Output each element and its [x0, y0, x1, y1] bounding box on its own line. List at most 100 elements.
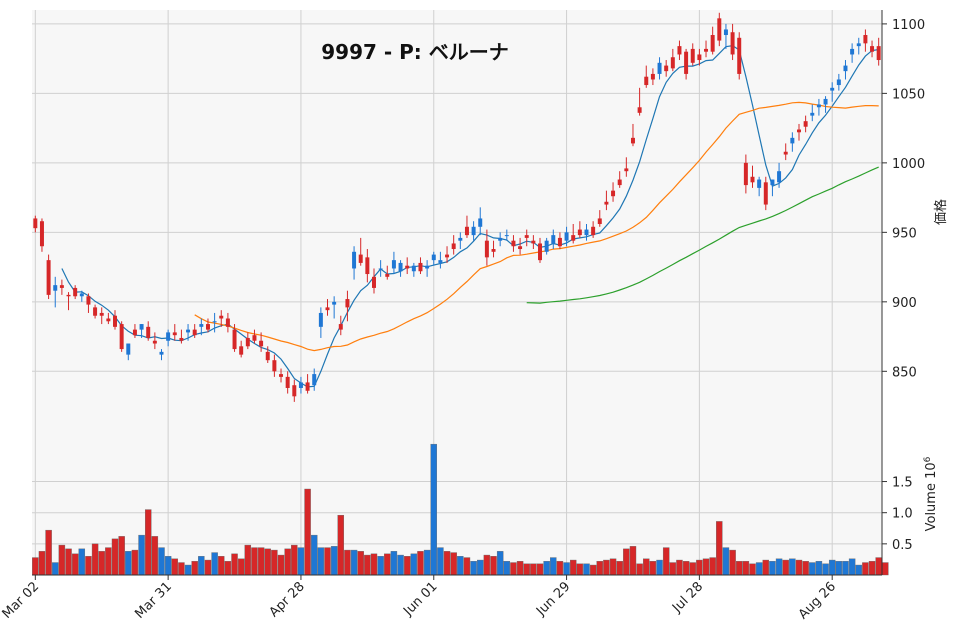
volume-bar [38, 551, 46, 576]
candle-body [518, 246, 523, 250]
volume-bar [257, 547, 265, 576]
volume-bar [144, 509, 152, 576]
candle-body [385, 274, 390, 277]
candle-body [471, 226, 476, 236]
volume-bar [483, 554, 491, 576]
volume-bar [696, 559, 703, 576]
candle-body [391, 260, 396, 269]
candle-body [557, 237, 562, 247]
volume-bar [417, 551, 424, 576]
candle-body [73, 287, 78, 297]
volume-bar [430, 443, 437, 576]
candle-body [199, 324, 204, 327]
x-tick-label: Jun 29 [533, 579, 573, 619]
volume-bar [71, 553, 79, 576]
candle-body [664, 65, 669, 72]
volume-bar [397, 554, 404, 576]
candle-body [79, 293, 84, 297]
candle-body [106, 318, 111, 322]
x-tick-label: Jun 01 [400, 579, 440, 619]
volume-bar [350, 549, 358, 576]
volume-bar [795, 559, 803, 576]
volume-bar [709, 557, 716, 576]
volume-bar [231, 553, 238, 576]
candle-body [405, 265, 410, 269]
volume-bar [576, 563, 584, 576]
candle-body [352, 251, 357, 269]
candles-layer [33, 12, 881, 402]
volume-bar [848, 558, 856, 576]
candle-body [438, 260, 443, 263]
chart-title: 9997 - P: ベルーナ [321, 40, 509, 64]
volume-bar [689, 562, 696, 576]
volume-bar [204, 559, 212, 576]
volume-bar [78, 548, 86, 576]
candle-body [298, 382, 303, 388]
candle-body [318, 312, 323, 327]
volume-bar [171, 558, 178, 576]
volume-bar [158, 547, 165, 576]
candle-body [737, 37, 742, 74]
volume-bar [330, 546, 338, 576]
volume-bar [178, 562, 185, 576]
volume-bar [550, 557, 557, 576]
candle-body [292, 385, 297, 397]
price-tick-label: 1050 [892, 87, 925, 102]
volume-bar [304, 488, 311, 576]
candle-body [757, 179, 762, 188]
volume-bar [264, 548, 271, 576]
candle-body [498, 237, 503, 241]
x-tick-label: Aug 26 [796, 579, 839, 622]
volume-bar [344, 549, 351, 576]
volume-bar [589, 564, 597, 576]
volume-bar [85, 556, 92, 576]
volume-bar [164, 556, 172, 576]
candle-body [245, 337, 250, 347]
volume-bar [742, 561, 750, 576]
volume-bar [662, 547, 670, 576]
volume-bar [643, 558, 650, 576]
volume-bar [822, 563, 829, 576]
volume-bar [536, 563, 544, 576]
candle-body [803, 121, 808, 127]
volume-bars-layer [32, 443, 889, 576]
volume-axis-label: Volume 106 [923, 456, 939, 531]
candle-body [810, 112, 815, 116]
volume-bar [151, 536, 159, 576]
candle-body [166, 332, 171, 341]
volume-bar [477, 559, 484, 576]
volume-bar [191, 561, 198, 576]
candle-body [710, 35, 715, 52]
volume-bar [496, 551, 504, 576]
volume-bar [569, 559, 577, 576]
candle-body [172, 332, 177, 336]
candle-body [544, 240, 549, 252]
candle-body [305, 382, 310, 391]
volume-bar [184, 564, 192, 576]
candle-body [790, 137, 795, 144]
volume-bar [237, 558, 245, 576]
volume-bar [809, 562, 816, 576]
volume-bar [862, 562, 869, 576]
volume-bar [749, 563, 756, 576]
candle-body [358, 254, 363, 263]
candle-body [458, 237, 463, 241]
candle-body [252, 335, 257, 341]
moving-average-long-line [526, 166, 879, 304]
candle-body [152, 340, 157, 344]
volume-panel-background [32, 413, 882, 575]
candle-body [763, 182, 768, 205]
volume-bar [855, 564, 862, 576]
candle-body [192, 329, 197, 336]
candle-body [604, 201, 609, 205]
candle-body [205, 324, 210, 330]
candle-body [159, 351, 164, 355]
volume-bar [65, 548, 72, 576]
volume-bar [782, 559, 789, 576]
price-tick-label: 950 [892, 226, 917, 241]
candle-body [571, 235, 576, 241]
volume-bar [423, 549, 431, 576]
volume-bar [802, 561, 809, 576]
candle-body [856, 43, 861, 47]
volume-tick-label: 0.5 [892, 538, 913, 553]
